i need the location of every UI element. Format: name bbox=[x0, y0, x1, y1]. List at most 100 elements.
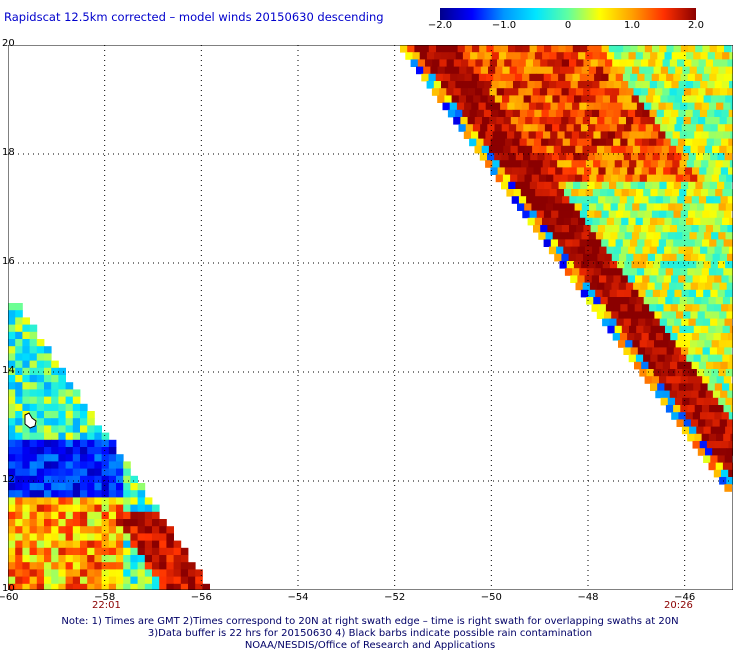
data-cell bbox=[130, 504, 138, 513]
data-cell bbox=[696, 66, 705, 75]
data-cell bbox=[58, 490, 66, 498]
data-cell bbox=[523, 153, 531, 161]
data-cell bbox=[653, 203, 662, 211]
data-cell bbox=[669, 390, 678, 399]
data-cell bbox=[575, 88, 584, 96]
data-cell bbox=[144, 504, 153, 513]
data-cell bbox=[595, 153, 603, 161]
data-cell bbox=[8, 547, 16, 556]
data-cell bbox=[723, 405, 732, 413]
note-line-1: Note: 1) Times are GMT 2)Times correspon… bbox=[61, 616, 679, 627]
data-cell bbox=[58, 511, 66, 520]
data-cell bbox=[108, 504, 117, 513]
data-cell bbox=[8, 303, 16, 311]
data-cell bbox=[681, 261, 690, 269]
data-cell bbox=[515, 45, 523, 53]
data-cell bbox=[707, 109, 715, 118]
data-cell bbox=[522, 45, 530, 53]
data-cell bbox=[671, 275, 679, 283]
data-cell bbox=[685, 81, 694, 89]
data-cell bbox=[713, 167, 722, 175]
data-cell bbox=[576, 196, 585, 204]
data-cell bbox=[718, 66, 726, 75]
data-cell bbox=[489, 117, 497, 125]
data-cell bbox=[663, 109, 672, 118]
data-cell bbox=[44, 418, 52, 426]
data-cell bbox=[500, 45, 509, 53]
data-cell bbox=[673, 239, 681, 247]
data-cell bbox=[65, 490, 74, 498]
data-cell bbox=[36, 461, 45, 469]
data-cell bbox=[551, 210, 559, 219]
data-cell bbox=[633, 88, 642, 96]
data-cell bbox=[656, 167, 664, 175]
data-cell bbox=[522, 181, 531, 190]
data-cell bbox=[683, 145, 691, 154]
data-cell bbox=[536, 102, 544, 111]
data-cell bbox=[701, 325, 709, 334]
data-cell bbox=[565, 73, 573, 82]
data-cell bbox=[630, 73, 638, 82]
data-cell bbox=[36, 375, 45, 383]
data-cell bbox=[703, 153, 711, 161]
data-cell bbox=[15, 331, 23, 340]
data-cell bbox=[618, 174, 626, 183]
data-cell bbox=[643, 189, 651, 197]
data-cell bbox=[108, 540, 117, 549]
data-cell bbox=[453, 88, 462, 96]
data-cell bbox=[428, 73, 437, 82]
data-cell bbox=[703, 261, 712, 269]
data-cell bbox=[152, 519, 160, 527]
data-cell bbox=[72, 454, 81, 462]
data-cell bbox=[434, 52, 442, 60]
data-cell bbox=[520, 52, 529, 60]
data-cell bbox=[501, 153, 509, 161]
data-cell bbox=[656, 304, 664, 312]
data-cell bbox=[682, 95, 690, 103]
data-cell bbox=[703, 232, 712, 240]
data-cell bbox=[72, 490, 81, 498]
data-cell bbox=[536, 45, 545, 53]
data-cell bbox=[123, 519, 131, 527]
data-cell bbox=[570, 217, 579, 226]
data-cell bbox=[8, 432, 16, 441]
data-cell bbox=[696, 289, 704, 298]
data-cell bbox=[101, 468, 110, 477]
data-cell bbox=[704, 340, 712, 348]
data-cell bbox=[441, 52, 449, 60]
data-cell bbox=[58, 432, 66, 441]
data-cell bbox=[72, 519, 81, 527]
data-cell bbox=[564, 268, 573, 276]
data-cell bbox=[58, 389, 66, 397]
data-cell bbox=[51, 360, 59, 369]
data-cell bbox=[668, 369, 676, 377]
data-cell bbox=[72, 540, 81, 549]
data-cell bbox=[36, 367, 45, 376]
data-cell bbox=[630, 239, 638, 247]
data-cell bbox=[708, 462, 717, 471]
data-cell bbox=[502, 66, 510, 75]
data-cell bbox=[563, 109, 571, 118]
data-cell bbox=[672, 102, 681, 111]
data-cell bbox=[696, 369, 705, 377]
data-cell bbox=[15, 483, 23, 491]
data-cell bbox=[36, 583, 45, 590]
data-cell bbox=[624, 289, 632, 298]
data-cell bbox=[715, 189, 723, 197]
data-cell bbox=[540, 167, 549, 175]
data-cell bbox=[550, 239, 559, 247]
data-cell bbox=[562, 196, 570, 204]
data-cell bbox=[561, 117, 569, 125]
data-cell bbox=[583, 225, 591, 233]
data-cell bbox=[36, 425, 45, 433]
data-cell bbox=[591, 275, 600, 283]
data-cell bbox=[708, 131, 717, 139]
data-cell bbox=[569, 167, 578, 175]
data-cell bbox=[614, 325, 623, 334]
data-cell bbox=[696, 124, 704, 132]
data-cell bbox=[458, 95, 467, 103]
data-cell bbox=[564, 102, 573, 111]
data-cell bbox=[541, 109, 550, 118]
data-cell bbox=[636, 102, 645, 111]
data-cell bbox=[8, 375, 16, 383]
